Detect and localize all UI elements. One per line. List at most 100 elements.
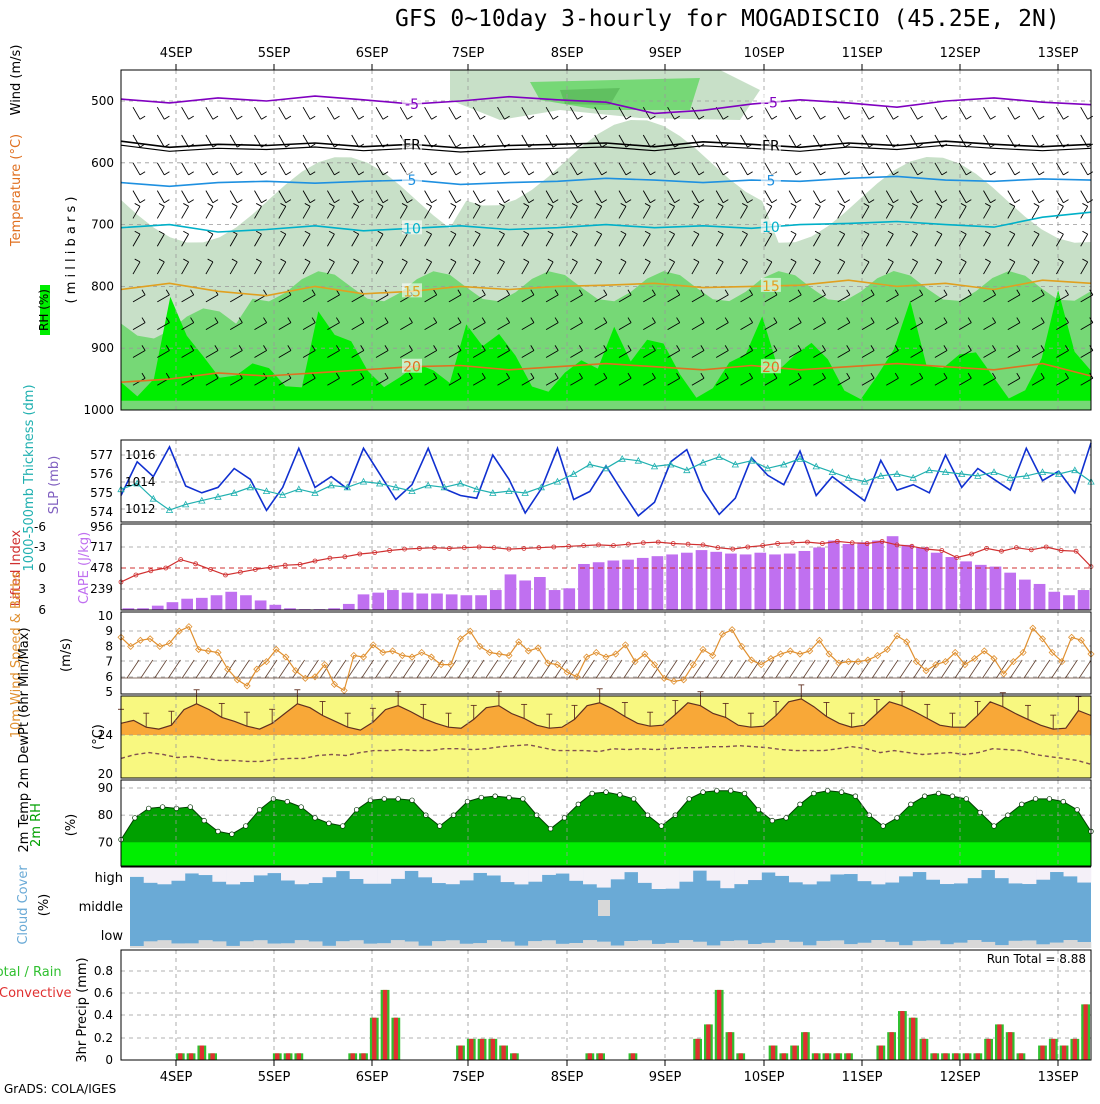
wind-tick: 7 <box>105 655 113 669</box>
wind-barb-feather <box>820 171 826 176</box>
wind-barb-feather <box>985 230 991 235</box>
rh2m-point <box>783 815 789 821</box>
ylabel-2m-temp: 2m Temp 2m DewPt (6hr Min/Max) <box>17 627 32 852</box>
cloud-low-bar <box>802 945 817 948</box>
cloud-low-bar <box>651 943 666 948</box>
wind-barb <box>327 261 335 275</box>
wind-barb-feather <box>965 199 972 204</box>
wind-barb-feather <box>603 289 608 296</box>
wind-barb <box>229 233 238 247</box>
wind-barb-feather <box>644 258 651 263</box>
wind-barb-feather <box>358 199 365 204</box>
wind-barb-feather <box>698 199 705 204</box>
wind10-point <box>670 677 678 685</box>
wind-barb <box>691 134 700 148</box>
wind-barb-feather <box>749 317 754 323</box>
wind-barbs <box>132 106 1094 386</box>
cape-bar <box>989 566 1002 610</box>
slp-tick: 1014 <box>125 475 156 489</box>
rh2m-point <box>728 788 734 794</box>
wind-barb <box>764 106 773 120</box>
thickness-point <box>246 483 255 491</box>
wind-barb <box>764 190 773 203</box>
li-point <box>476 544 482 550</box>
wind-barb <box>302 261 311 275</box>
wind-barb-feather <box>1009 258 1016 263</box>
wind-barb-feather <box>814 230 821 235</box>
wind-barb-feather <box>207 203 214 207</box>
wind-barb <box>983 162 991 176</box>
wind-barb-feather <box>919 289 924 296</box>
wind-barb-feather <box>650 199 656 204</box>
wind-barb-feather <box>212 199 219 204</box>
rh2m-point <box>825 788 831 794</box>
wind10-point <box>709 651 717 660</box>
wind-barb-feather <box>943 317 948 323</box>
wind-barb-feather <box>1057 203 1064 207</box>
cloud-high-gap <box>514 867 529 885</box>
wind-barb-feather <box>426 258 432 263</box>
cloud-high-gap <box>281 867 296 881</box>
rh2m-point <box>353 807 360 813</box>
cloud-panel <box>121 866 1092 948</box>
wind10-barb <box>885 659 899 679</box>
wind10-line <box>120 625 1092 692</box>
li-point <box>208 567 213 572</box>
wind-barb <box>764 322 778 331</box>
wind-barb-feather <box>868 171 875 176</box>
cloud-low-bar <box>610 945 625 948</box>
thickness-point <box>634 456 643 464</box>
wind-barb <box>837 350 851 358</box>
wind10-point <box>689 661 697 669</box>
wind-barb-feather <box>669 230 675 235</box>
wind-barb-feather <box>360 317 365 323</box>
wind-barb-feather <box>426 203 432 207</box>
cloud-high-gap <box>1049 867 1064 873</box>
cloud-low-bar <box>939 944 955 948</box>
wind-barb <box>667 377 680 386</box>
wind-barb <box>813 350 826 358</box>
wind-barb <box>229 190 238 203</box>
wind10-point <box>486 648 494 657</box>
wind-barb-feather <box>887 203 894 207</box>
cloud-high-gap <box>665 867 680 889</box>
wind-barb-feather <box>625 171 632 176</box>
wind-barb-feather <box>457 317 462 323</box>
wind10-point <box>757 661 765 669</box>
cloud-high-gap <box>857 867 872 882</box>
wind-barb <box>497 106 505 120</box>
wind-barb-feather <box>263 345 268 351</box>
wind-barb-feather <box>870 345 875 351</box>
wind-barb-feather <box>650 171 656 176</box>
wind-barb-feather <box>936 203 943 207</box>
wind-barb-feather <box>820 199 826 204</box>
cloud-high-gap <box>349 867 364 880</box>
wind-barb-feather <box>304 258 311 263</box>
li-point <box>819 541 825 546</box>
rh2m-point <box>367 797 374 803</box>
li-point <box>133 572 139 578</box>
wind-barb-feather <box>627 372 632 379</box>
thickness-point <box>1022 472 1031 479</box>
ylabel-3hr-precip: 3hr Precip (mm) <box>75 957 90 1062</box>
precip-tick: 0.6 <box>94 986 113 1000</box>
wind-barb <box>764 377 778 386</box>
cloud-low-bar <box>239 941 254 948</box>
wind-barb <box>691 377 705 386</box>
wind-barb-feather <box>749 289 754 296</box>
li-point <box>700 542 706 548</box>
wind-barb <box>497 350 510 358</box>
cloud-low-bar <box>967 940 982 948</box>
wind-barb <box>472 162 481 176</box>
day-label-bottom: 7SEP <box>452 1070 485 1085</box>
wind10-barb <box>582 659 595 679</box>
wind10-point <box>204 647 212 655</box>
wind-barb-feather <box>547 258 554 263</box>
wind10-point <box>340 686 348 695</box>
ylabel-10m-wind: 10m Wind Speed & Barbs <box>9 572 24 739</box>
wind-barb-feather <box>328 203 335 207</box>
precip-conv-bar <box>1007 1032 1013 1060</box>
wind-barb-feather <box>651 317 656 323</box>
wind-barb-feather <box>287 317 292 323</box>
wind10-barb <box>1051 659 1064 679</box>
